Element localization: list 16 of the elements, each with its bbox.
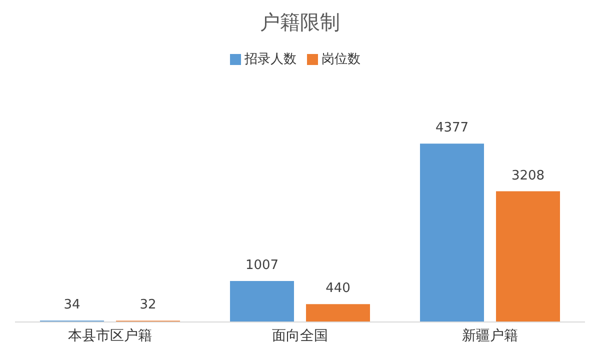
x-tick-label: 面向全国 (272, 328, 328, 344)
bar (230, 280, 294, 322)
x-tick-label: 新疆户籍 (462, 328, 518, 344)
data-label: 3208 (511, 168, 545, 184)
data-label: 4377 (435, 120, 469, 136)
data-label: 34 (64, 298, 80, 313)
x-tick-label: 本县市区户籍 (68, 328, 152, 344)
data-label: 1007 (245, 258, 279, 273)
bar (496, 191, 560, 322)
bar (306, 304, 370, 322)
data-label: 32 (140, 298, 156, 313)
data-label: 440 (326, 281, 350, 296)
chart-title: 户籍限制 (259, 9, 341, 36)
legend-label: 招录人数 (244, 52, 296, 67)
bar (420, 144, 484, 322)
legend-label: 岗位数 (322, 52, 360, 67)
